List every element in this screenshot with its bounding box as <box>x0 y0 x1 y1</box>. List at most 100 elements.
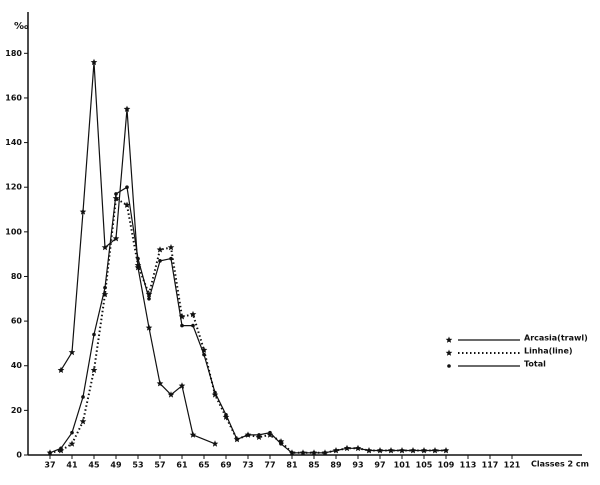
marker <box>90 58 98 66</box>
marker <box>101 244 109 251</box>
y-tick-label: 120 <box>5 183 22 192</box>
marker <box>400 448 404 453</box>
y-tick-label: 140 <box>5 138 22 147</box>
marker <box>147 296 151 301</box>
legend-label: Arcasia(trawl) <box>524 334 588 343</box>
x-tick-label: 57 <box>154 461 165 470</box>
marker <box>367 448 371 453</box>
marker <box>145 324 153 331</box>
marker <box>279 442 283 446</box>
series-line <box>60 62 216 445</box>
legend-marker <box>447 364 451 368</box>
x-tick-label: 113 <box>460 461 477 470</box>
y-tick-label: 0 <box>16 451 22 460</box>
marker <box>433 448 437 453</box>
marker <box>211 440 219 447</box>
x-tick-label: 49 <box>110 461 122 470</box>
x-tick-label: 61 <box>176 461 188 470</box>
marker <box>123 201 131 208</box>
x-tick-label: 37 <box>44 461 55 470</box>
marker <box>257 433 261 437</box>
marker <box>378 448 382 453</box>
marker <box>70 430 74 435</box>
legend-marker <box>445 349 453 356</box>
marker <box>125 185 129 190</box>
y-tick-label: 40 <box>11 361 23 370</box>
marker <box>178 382 186 389</box>
marker <box>48 450 52 455</box>
marker <box>213 390 217 395</box>
marker <box>444 448 448 453</box>
y-axis-label: ‰ <box>14 21 29 32</box>
x-tick-label: 77 <box>264 461 275 470</box>
marker <box>312 450 316 455</box>
legend-marker <box>445 336 453 343</box>
x-tick-label: 89 <box>330 461 342 470</box>
marker <box>145 290 153 298</box>
legend-label: Total <box>524 360 546 369</box>
marker <box>103 285 107 290</box>
y-tick-label: 20 <box>11 406 23 415</box>
marker <box>112 235 120 242</box>
marker <box>191 323 195 328</box>
x-tick-label: 97 <box>374 461 385 470</box>
legend-label: Linha(line) <box>524 347 573 356</box>
marker <box>81 395 85 399</box>
marker <box>68 440 76 447</box>
x-tick-label: 105 <box>416 461 433 470</box>
x-axis-label: Classes 2 cm <box>531 460 589 469</box>
marker <box>156 246 164 253</box>
marker <box>411 448 415 453</box>
marker <box>389 448 393 453</box>
x-tick-label: 65 <box>198 461 210 470</box>
y-tick-label: 80 <box>11 272 23 281</box>
marker <box>57 447 65 454</box>
marker <box>59 446 63 451</box>
marker <box>68 348 76 356</box>
x-tick-label: 69 <box>220 461 232 470</box>
marker <box>202 352 206 357</box>
marker <box>167 244 175 251</box>
marker <box>79 208 87 215</box>
marker <box>323 450 327 455</box>
marker <box>136 256 140 261</box>
x-tick-label: 85 <box>308 461 320 470</box>
marker <box>422 448 426 453</box>
marker <box>114 192 118 196</box>
y-tick-label: 180 <box>5 49 22 58</box>
x-tick-label: 109 <box>438 461 455 470</box>
marker <box>90 366 98 373</box>
marker <box>169 256 173 261</box>
x-tick-label: 117 <box>482 461 499 470</box>
x-tick-label: 41 <box>66 461 78 470</box>
marker <box>158 259 162 263</box>
y-tick-label: 100 <box>5 227 22 236</box>
marker <box>301 450 305 455</box>
marker <box>123 105 131 112</box>
marker <box>180 323 184 328</box>
marker <box>235 437 239 442</box>
x-tick-label: 93 <box>352 461 363 470</box>
marker <box>92 332 96 337</box>
x-tick-label: 81 <box>286 461 298 470</box>
x-tick-label: 101 <box>394 461 411 470</box>
x-tick-label: 121 <box>504 461 521 470</box>
x-tick-label: 73 <box>242 461 253 470</box>
y-tick-label: 60 <box>11 317 23 326</box>
marker <box>268 430 272 435</box>
marker <box>156 380 164 387</box>
x-tick-label: 53 <box>132 461 143 470</box>
marker <box>79 418 87 425</box>
marker <box>246 433 250 437</box>
marker <box>290 450 294 455</box>
y-tick-label: 160 <box>5 93 22 102</box>
x-tick-label: 45 <box>88 461 100 470</box>
marker <box>345 446 349 451</box>
marker <box>334 448 338 453</box>
marker <box>189 310 197 318</box>
marker <box>57 366 65 373</box>
marker <box>224 413 228 417</box>
marker <box>189 431 197 438</box>
